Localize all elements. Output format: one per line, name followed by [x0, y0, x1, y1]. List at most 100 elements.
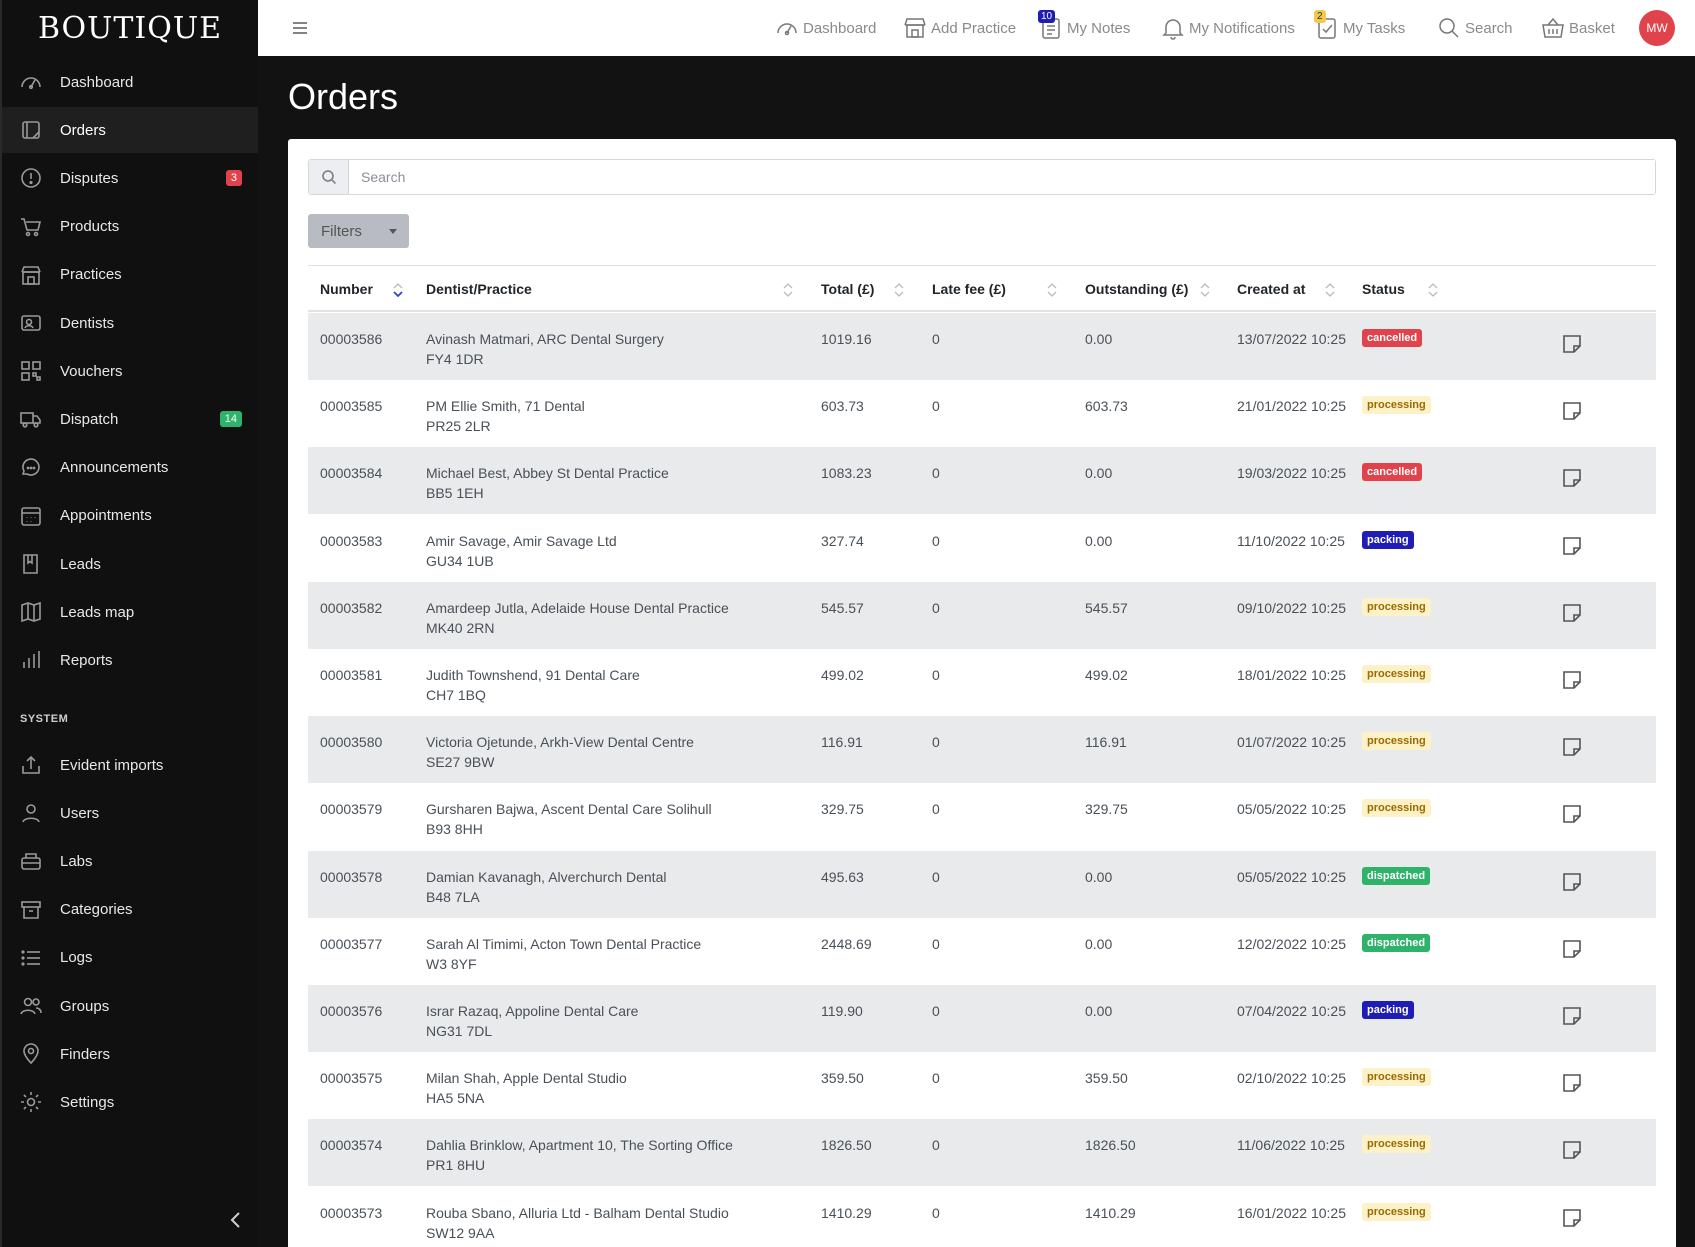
sidebar-item-practices[interactable]: Practices	[2, 252, 258, 298]
sidebar-item-labs[interactable]: Labs	[2, 838, 258, 884]
order-number[interactable]: 00003581	[320, 667, 383, 683]
practice-postcode: B93 8HH	[426, 821, 483, 838]
collapse-sidebar-button[interactable]	[226, 1208, 246, 1232]
sort-status-icon[interactable]	[1427, 281, 1439, 299]
order-number[interactable]: 00003580	[320, 734, 383, 751]
sidebar-item-leads-map[interactable]: Leads map	[2, 589, 258, 635]
order-number[interactable]: 00003586	[320, 331, 383, 347]
order-late-fee: 0	[932, 1137, 940, 1154]
topbar-basket-link[interactable]: Basket	[1540, 14, 1615, 42]
sidebar-item-groups[interactable]: Groups	[2, 983, 258, 1029]
sort-late-fee-icon[interactable]	[1046, 281, 1058, 299]
topbar-my-notes-link[interactable]: 10 My Notes	[1038, 10, 1130, 42]
order-number[interactable]: 00003584	[320, 465, 383, 482]
order-number[interactable]: 00003575	[320, 1070, 383, 1087]
order-number[interactable]: 00003574	[320, 1137, 383, 1154]
sidebar-item-products[interactable]: Products	[2, 204, 258, 250]
order-number[interactable]: 00003573	[320, 1204, 383, 1221]
table-row[interactable]: 00003586 Avinash Matmari, ARC Dental Surg…	[308, 313, 1656, 380]
sidebar-item-reports[interactable]: Reports	[2, 637, 258, 683]
sidebar-item-users[interactable]: Users	[2, 790, 258, 836]
sidebar-item-appointments[interactable]: Appointments	[2, 493, 258, 539]
filters-dropdown-button[interactable]: Filters	[308, 214, 409, 248]
sidebar-item-logs[interactable]: Logs	[2, 935, 258, 981]
sidebar-item-disputes[interactable]: Disputes 3	[2, 155, 258, 201]
sidebar-item-evident-imports[interactable]: Evident imports	[2, 742, 258, 788]
sidebar-item-dashboard[interactable]: Dashboard	[2, 59, 258, 105]
sort-dentist-icon[interactable]	[782, 281, 794, 299]
topbar: Dashboard Add Practice 10 My Notes My No…	[258, 0, 1695, 56]
edit-note-button[interactable]	[1561, 467, 1583, 489]
brand-logo[interactable]: BOUTIQUE	[37, 10, 223, 46]
column-header-created-at[interactable]: Created at	[1237, 281, 1306, 297]
edit-note-button[interactable]	[1561, 669, 1583, 691]
user-avatar[interactable]: MW	[1639, 10, 1675, 46]
sort-total-icon[interactable]	[893, 281, 905, 299]
table-row[interactable]: 00003575 Milan Shah, Apple Dental Studio H…	[308, 1052, 1656, 1119]
column-header-outstanding[interactable]: Outstanding (£)	[1085, 281, 1189, 297]
edit-note-button[interactable]	[1561, 1139, 1583, 1161]
table-row[interactable]: 00003579 Gursharen Bajwa, Ascent Dental C…	[308, 783, 1656, 850]
sort-number-icon[interactable]	[392, 281, 404, 299]
edit-note-button[interactable]	[1561, 535, 1583, 557]
topbar-my-notifications-link[interactable]: My Notifications	[1160, 14, 1295, 42]
column-header-total[interactable]: Total (£)	[821, 281, 875, 297]
edit-note-button[interactable]	[1561, 736, 1583, 758]
table-row[interactable]: 00003574 Dahlia Brinklow, Apartment 10, T…	[308, 1119, 1656, 1187]
sidebar-item-vouchers[interactable]: Vouchers	[2, 348, 258, 394]
order-number[interactable]: 00003576	[320, 1003, 383, 1019]
dentist-practice-name: Sarah Al Timimi, Acton Town Dental Pract…	[426, 935, 702, 952]
topbar-search-link[interactable]: Search	[1436, 14, 1513, 42]
order-number[interactable]: 00003585	[320, 398, 383, 415]
column-header-number[interactable]: Number	[320, 281, 373, 297]
order-created-at: 12/02/2022 10:25	[1237, 935, 1346, 952]
sidebar-item-categories[interactable]: Categories	[2, 887, 258, 933]
table-row[interactable]: 00003573 Rouba Sbano, Alluria Ltd - Balha…	[308, 1187, 1656, 1247]
table-row[interactable]: 00003577 Sarah Al Timimi, Acton Town Dent…	[308, 918, 1656, 985]
status-badge: packing	[1362, 530, 1414, 549]
table-row[interactable]: 00003580 Victoria Ojetunde, Arkh-View Den…	[308, 716, 1656, 784]
sort-created-at-icon[interactable]	[1324, 281, 1336, 299]
table-row[interactable]: 00003578 Damian Kavanagh, Alverchurch Den…	[308, 850, 1656, 918]
sidebar-item-dentists[interactable]: Dentists	[2, 300, 258, 346]
sidebar-item-finders[interactable]: Finders	[2, 1031, 258, 1077]
order-number[interactable]: 00003582	[320, 599, 383, 616]
order-number[interactable]: 00003577	[320, 935, 383, 952]
sort-outstanding-icon[interactable]	[1199, 281, 1211, 299]
topbar-add-practice-link[interactable]: Add Practice	[902, 14, 1016, 42]
edit-note-button[interactable]	[1561, 938, 1583, 960]
column-header-status[interactable]: Status	[1362, 281, 1405, 297]
sidebar-item-settings[interactable]: Settings	[2, 1079, 258, 1125]
order-number[interactable]: 00003578	[320, 868, 383, 885]
column-header-late-fee[interactable]: Late fee (£)	[932, 281, 1006, 297]
dentist-practice-name: Victoria Ojetunde, Arkh-View Dental Cent…	[426, 734, 694, 751]
table-row[interactable]: 00003583 Amir Savage, Amir Savage Ltd GU34…	[308, 515, 1656, 582]
sidebar-item-leads[interactable]: Leads	[2, 541, 258, 587]
edit-note-button[interactable]	[1561, 400, 1583, 422]
menu-toggle-button[interactable]	[290, 18, 310, 38]
table-row[interactable]: 00003582 Amardeep Jutla, Adelaide House D…	[308, 581, 1656, 649]
order-number[interactable]: 00003583	[320, 532, 383, 549]
sidebar-item-orders[interactable]: Orders	[2, 107, 258, 154]
edit-note-button[interactable]	[1561, 803, 1583, 825]
table-row[interactable]: 00003584 Michael Best, Abbey St Dental Pr…	[308, 447, 1656, 515]
edit-note-button[interactable]	[1561, 1207, 1583, 1229]
edit-note-button[interactable]	[1561, 602, 1583, 624]
edit-note-button[interactable]	[1561, 1005, 1583, 1027]
sidebar-item-announcements[interactable]: Announcements	[2, 445, 258, 491]
status-badge: processing	[1362, 665, 1431, 683]
sidebar-item-dispatch[interactable]: Dispatch 14	[2, 396, 258, 442]
column-header-dentist-practice[interactable]: Dentist/Practice	[426, 281, 532, 297]
order-number[interactable]: 00003579	[320, 801, 383, 818]
table-row[interactable]: 00003581 Judith Townshend, 91 Dental Care…	[308, 649, 1656, 716]
topbar-my-tasks-link[interactable]: 2 My Tasks	[1314, 10, 1405, 42]
topbar-dashboard-link[interactable]: Dashboard	[774, 14, 876, 42]
sidebar-item-label: Groups	[60, 997, 110, 1015]
edit-note-button[interactable]	[1561, 871, 1583, 893]
table-row[interactable]: 00003576 Israr Razaq, Appoline Dental Car…	[308, 985, 1656, 1052]
search-input[interactable]	[349, 160, 1655, 194]
edit-note-button[interactable]	[1561, 1072, 1583, 1094]
sidebar-item-label: Dashboard	[60, 73, 134, 91]
table-row[interactable]: 00003585 PM Ellie Smith, 71 Dental PR25 2L…	[308, 380, 1656, 447]
edit-note-button[interactable]	[1561, 333, 1583, 355]
